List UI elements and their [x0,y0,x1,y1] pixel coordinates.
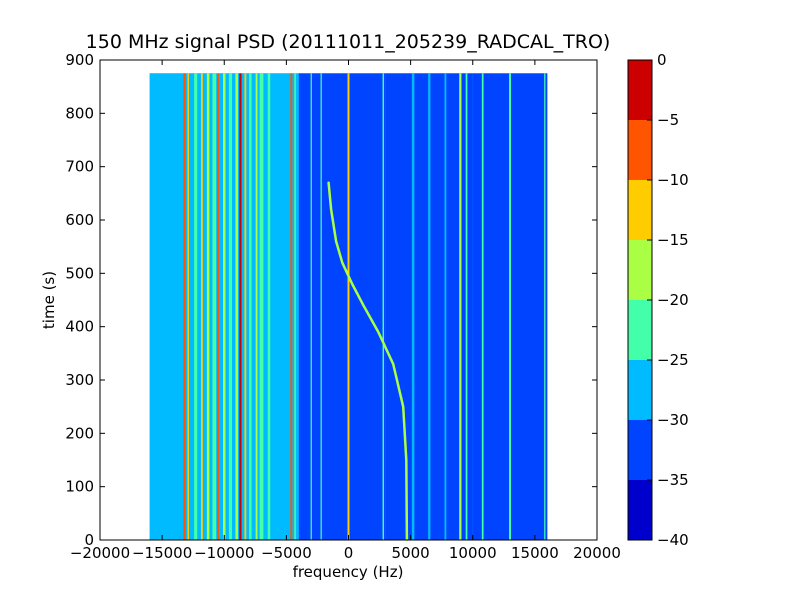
signal-line-18 [310,73,312,540]
colorbar-tick-label: −35 [657,471,689,489]
signal-line-22 [411,73,415,540]
x-axis-label: frequency (Hz) [293,563,404,581]
signal-line-7 [223,73,226,540]
signal-line-16 [290,73,293,540]
heatmap-band-0 [149,73,181,540]
colorbar-segment-0 [628,480,652,540]
signal-line-14 [259,73,264,540]
colorbar-segment-5 [628,180,652,240]
signal-line-12 [249,73,252,540]
signal-line-28 [509,73,512,540]
drift-track [327,181,409,542]
x-tick-label: 5000 [392,544,430,562]
signal-line-4 [206,73,210,540]
y-tick-label: 700 [65,158,94,176]
x-tick-label: −5000 [261,544,312,562]
signal-line-20 [347,73,350,540]
x-tick-label: −20000 [70,544,130,562]
y-tick-label: 600 [65,211,94,229]
signal-line-23 [428,73,431,540]
colorbar-segment-6 [628,120,652,180]
x-tick-label: −15000 [132,544,192,562]
signal-line-8 [228,73,233,540]
signal-line-17 [294,73,296,540]
signal-line-3 [200,73,203,540]
colorbar-segment-4 [628,240,652,300]
y-tick-label: 200 [65,424,94,442]
x-axis-ticks: −20000 −15000 −10000 −5000 0 5000 10000 15000 20… [70,60,621,562]
signal-line-9 [235,73,238,540]
x-tick-label: 15000 [511,544,559,562]
signal-line-0 [183,73,186,540]
signal-line-13 [255,73,258,540]
heatmap-band-3 [385,73,461,540]
colorbar-segment-1 [628,420,652,480]
colorbar-tick-label: −5 [657,111,679,129]
x-tick-label: 0 [344,544,354,562]
colorbar-ticks: −40 −35 −30 −25 −20 −15 −10 −5 0 [647,51,689,549]
y-tick-label: 0 [84,531,94,549]
y-tick-label: 300 [65,371,94,389]
y-tick-label: 500 [65,264,94,282]
y-axis-ticks: 0 100 200 300 400 500 600 700 800 900 [65,51,597,549]
colorbar-tick-label: −15 [657,231,689,249]
signal-line-19 [320,73,322,540]
signal-line-21 [382,73,385,540]
y-tick-label: 800 [65,104,94,122]
chart-title: 150 MHz signal PSD (20111011_205239_RADC… [86,31,611,53]
signal-line-27 [481,73,484,540]
y-tick-label: 100 [65,478,94,496]
signal-line-6 [217,73,219,540]
heatmap-band-2 [298,73,386,540]
signal-line-1 [187,73,189,540]
colorbar-tick-label: 0 [657,51,667,69]
signal-line-15 [267,73,271,540]
y-axis-label: time (s) [40,271,58,329]
y-tick-label: 900 [65,51,94,69]
x-tick-label: −10000 [194,544,254,562]
colorbar [627,59,653,541]
colorbar-tick-label: −30 [657,411,689,429]
colorbar-tick-label: −20 [657,291,689,309]
signal-line-25 [459,73,462,540]
x-tick-label: 20000 [573,544,621,562]
colorbar-tick-label: −40 [657,531,689,549]
signal-line-24 [444,73,447,540]
signal-line-5 [212,73,217,540]
colorbar-segment-2 [628,360,652,420]
signal-line-11 [244,73,247,540]
heatmap-band-5 [472,73,508,540]
colorbar-segment-7 [628,60,652,120]
signal-line-26 [465,73,468,540]
colorbar-segment-3 [628,300,652,360]
colorbar-tick-label: −10 [657,171,689,189]
signal-line-29 [544,73,546,540]
signal-line-2 [194,73,198,540]
signal-line-10 [239,73,242,540]
spectrogram-heatmap [149,73,548,542]
y-tick-label: 400 [65,318,94,336]
x-tick-label: 10000 [449,544,497,562]
colorbar-tick-label: −25 [657,351,689,369]
heatmap-band-6 [507,73,548,540]
